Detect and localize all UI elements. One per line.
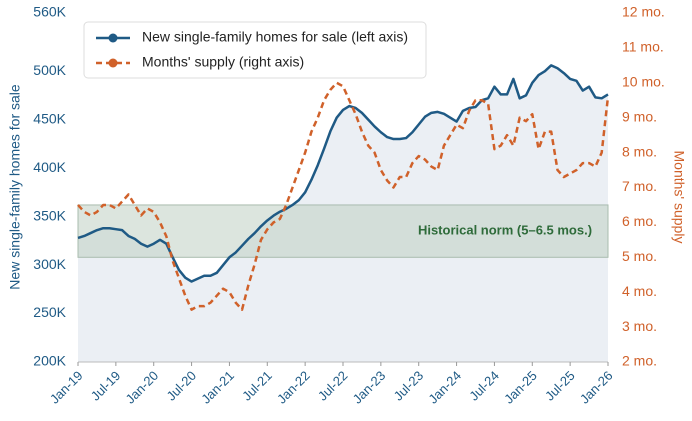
- y-axis-title: New single-family homes for sale: [7, 84, 23, 290]
- y-tick-label: 250K: [33, 304, 66, 320]
- x-tick-label: Jan-19: [47, 368, 86, 407]
- y-tick-label: 300K: [33, 256, 66, 272]
- y2-tick-label: 9 mo.: [622, 108, 657, 124]
- x-tick-label: Jul-24: [466, 368, 502, 404]
- x-tick-label: Jan-26: [577, 368, 616, 407]
- y2-tick-label: 5 mo.: [622, 248, 657, 264]
- y2-tick-label: 6 mo.: [622, 213, 657, 229]
- y-tick-label: 400K: [33, 159, 66, 175]
- series-line: [77, 81, 610, 311]
- norm-band-label: Historical norm (5–6.5 mos.): [418, 223, 592, 238]
- y2-tick-label: 2 mo.: [622, 353, 657, 369]
- y-tick-label: 500K: [33, 62, 66, 78]
- y2-axis-title: Months' supply: [671, 151, 687, 244]
- legend-marker: [108, 33, 118, 43]
- y2-tick-label: 3 mo.: [622, 318, 657, 334]
- y2-tick-label: 11 mo.: [622, 39, 664, 55]
- x-tick-label: Jul-19: [88, 368, 124, 404]
- legend: New single-family homes for sale (left a…: [83, 21, 427, 79]
- x-tick-label: Jan-21: [198, 368, 237, 407]
- legend-marker: [108, 58, 118, 68]
- norm-band: [77, 204, 609, 258]
- x-tick-label: Jul-21: [239, 368, 275, 404]
- series-line: [77, 64, 609, 283]
- y-tick-label: 450K: [33, 110, 66, 126]
- y-tick-label: 560K: [33, 4, 66, 20]
- x-tick-label: Jul-20: [163, 368, 199, 404]
- y2-tick-label: 8 mo.: [622, 143, 657, 159]
- y2-tick-label: 4 mo.: [622, 283, 657, 299]
- legend-label: New single-family homes for sale (left a…: [142, 29, 408, 45]
- x-tick-label: Jan-24: [425, 368, 464, 407]
- x-tick-label: Jan-20: [123, 368, 162, 407]
- x-tick-label: Jan-25: [501, 368, 540, 407]
- x-tick-label: Jul-23: [391, 368, 427, 404]
- x-tick-label: Jan-22: [274, 368, 313, 407]
- y2-tick-label: 10 mo.: [622, 74, 665, 90]
- y2-tick-label: 7 mo.: [622, 178, 657, 194]
- x-tick-label: Jul-25: [542, 368, 578, 404]
- x-tick-label: Jul-22: [315, 368, 351, 404]
- legend-label: Months' supply (right axis): [142, 54, 304, 70]
- y-tick-label: 350K: [33, 207, 66, 223]
- legend-box: [83, 21, 427, 79]
- y2-tick-label: 12 mo.: [622, 4, 665, 20]
- y-tick-label: 200K: [33, 353, 66, 369]
- x-tick-label: Jan-23: [350, 368, 389, 407]
